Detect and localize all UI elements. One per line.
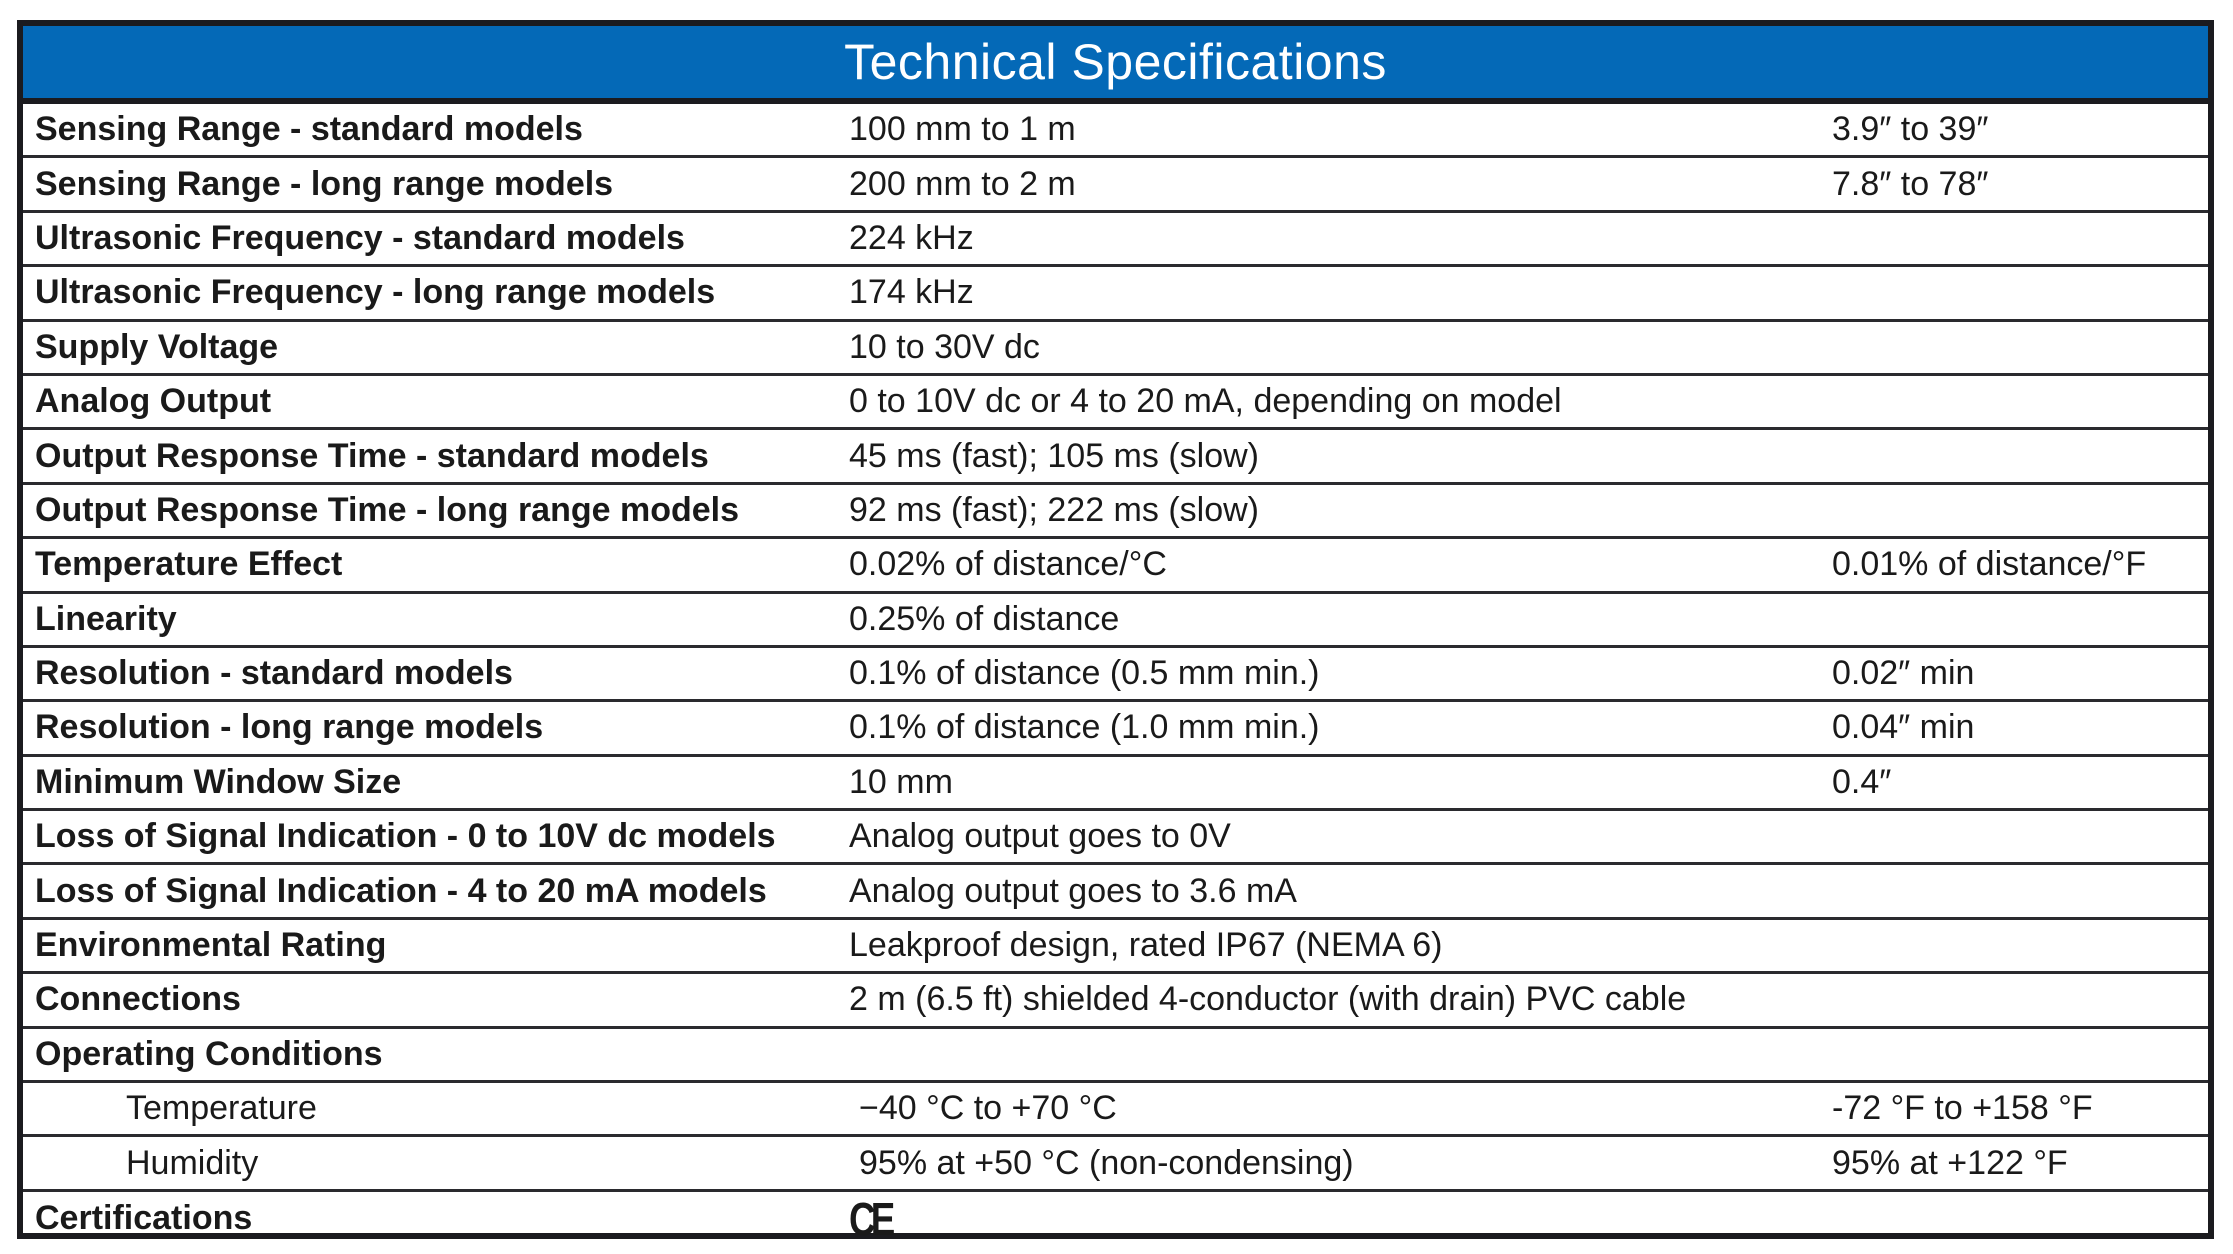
- spec-value-metric: 100 mm to 1 m: [849, 104, 1832, 159]
- spec-value-imperial: 0.04″ min: [1832, 700, 2208, 757]
- spec-label: Operating Conditions: [23, 1027, 849, 1084]
- spec-value-metric: 2 m (6.5 ft) shielded 4-conductor (with …: [849, 972, 1832, 1029]
- ce-mark: CE: [849, 1190, 1832, 1246]
- spec-value-metric: 10 to 30V dc: [849, 320, 1832, 376]
- spec-value-metric: 0 to 10V dc or 4 to 20 mA, depending on …: [849, 374, 1832, 431]
- spec-label: Sensing Range - standard models: [23, 104, 849, 159]
- spec-label: Temperature Effect: [23, 537, 849, 594]
- table-row: Sensing Range - standard models 100 mm to…: [23, 104, 2208, 159]
- table-row: Ultrasonic Frequency - long range models…: [23, 265, 2208, 322]
- spec-value-imperial: 0.4″: [1832, 755, 2208, 812]
- spec-label: Environmental Rating: [23, 918, 849, 975]
- table-row: Temperature −40 °C to +70 °C -72 °F to +15…: [23, 1081, 2208, 1138]
- spec-label: Linearity: [23, 592, 849, 648]
- table-row: Analog Output 0 to 10V dc or 4 to 20 mA, …: [23, 374, 2208, 431]
- spec-label: Sensing Range - long range models: [23, 156, 849, 213]
- table-row: Output Response Time - standard models 45…: [23, 428, 2208, 485]
- spec-label: Output Response Time - long range models: [23, 483, 849, 540]
- table-row: Loss of Signal Indication - 0 to 10V dc …: [23, 809, 2208, 866]
- table-row: Environmental Rating Leakproof design, ra…: [23, 918, 2208, 975]
- spec-value-metric: 0.25% of distance: [849, 592, 1832, 648]
- spec-value-metric: 0.1% of distance (0.5 mm min.): [849, 646, 1832, 703]
- table-row: Output Response Time - long range models…: [23, 483, 2208, 540]
- spec-value-metric: 0.1% of distance (1.0 mm min.): [849, 700, 1832, 757]
- spec-value-imperial: [1832, 1027, 2208, 1084]
- spec-label: Output Response Time - standard models: [23, 428, 849, 485]
- spec-value-metric: Analog output goes to 3.6 mA: [849, 863, 1832, 920]
- table-row: Linearity 0.25% of distance: [23, 592, 2208, 648]
- spec-value-imperial: 7.8″ to 78″: [1832, 156, 2208, 213]
- spec-table: Sensing Range - standard models 100 mm to…: [23, 104, 2208, 1246]
- spec-label: Ultrasonic Frequency - long range models: [23, 265, 849, 322]
- table-row: Temperature Effect 0.02% of distance/°C 0.…: [23, 537, 2208, 594]
- spec-label: Temperature: [23, 1081, 849, 1138]
- spec-label: Certifications: [35, 1199, 253, 1238]
- spec-value-metric: 45 ms (fast); 105 ms (slow): [849, 428, 1832, 485]
- spec-label: Supply Voltage: [23, 320, 849, 376]
- spec-value-imperial: [1832, 320, 2208, 376]
- table-row: Minimum Window Size 10 mm 0.4″: [23, 755, 2208, 812]
- table-row: Sensing Range - long range models 200 mm …: [23, 156, 2208, 213]
- spec-label: Connections: [23, 972, 849, 1029]
- ce-mark-icon: CE: [849, 1192, 895, 1245]
- spec-value-metric: 92 ms (fast); 222 ms (slow): [849, 483, 1832, 540]
- spec-label: Minimum Window Size: [23, 755, 849, 812]
- spec-value-imperial: [1832, 1190, 2208, 1246]
- table-row: Humidity 95% at +50 °C (non-condensing) 95…: [23, 1135, 2208, 1192]
- spec-value-imperial: [1832, 265, 2208, 322]
- table-row: Resolution - standard models 0.1% of dist…: [23, 646, 2208, 703]
- spec-value-imperial: [1832, 374, 2208, 431]
- spec-value-metric: −40 °C to +70 °C: [849, 1081, 1832, 1138]
- spec-value-imperial: 95% at +122 °F: [1832, 1135, 2208, 1192]
- spec-value-imperial: [1832, 428, 2208, 485]
- spec-label: Resolution - standard models: [23, 646, 849, 703]
- spec-label: Loss of Signal Indication - 4 to 20 mA m…: [23, 863, 849, 920]
- spec-value-imperial: [1832, 483, 2208, 540]
- spec-value-metric: 224 kHz: [849, 211, 1832, 268]
- spec-value-imperial: 0.01% of distance/°F: [1832, 537, 2208, 594]
- spec-table-frame: Technical Specifications Sensing Range -…: [17, 20, 2214, 1245]
- spec-value-metric: 95% at +50 °C (non-condensing): [849, 1135, 1832, 1192]
- spec-value-metric: 174 kHz: [849, 265, 1832, 322]
- spec-value-imperial: [1832, 809, 2208, 866]
- spec-value-metric: Analog output goes to 0V: [849, 809, 1832, 866]
- spec-label: Ultrasonic Frequency - standard models: [23, 211, 849, 268]
- spec-label: Loss of Signal Indication - 0 to 10V dc …: [23, 809, 849, 866]
- spec-value-imperial: [1832, 918, 2208, 975]
- table-row: Ultrasonic Frequency - standard models 22…: [23, 211, 2208, 268]
- spec-label: Resolution - long range models: [23, 700, 849, 757]
- spec-value-metric: Leakproof design, rated IP67 (NEMA 6): [849, 918, 1832, 975]
- table-row: Loss of Signal Indication - 4 to 20 mA m…: [23, 863, 2208, 920]
- table-row: Supply Voltage 10 to 30V dc: [23, 320, 2208, 376]
- spec-value-imperial: -72 °F to +158 °F: [1832, 1081, 2208, 1138]
- spec-value-metric: [849, 1027, 1832, 1084]
- spec-value-metric: 10 mm: [849, 755, 1832, 812]
- spec-value-metric: 0.02% of distance/°C: [849, 537, 1832, 594]
- table-row: Resolution - long range models 0.1% of di…: [23, 700, 2208, 757]
- spec-value-imperial: 3.9″ to 39″: [1832, 104, 2208, 159]
- spec-value-imperial: [1832, 972, 2208, 1029]
- spec-value-metric: 200 mm to 2 m: [849, 156, 1832, 213]
- table-title: Technical Specifications: [23, 26, 2208, 104]
- spec-value-imperial: [1832, 211, 2208, 268]
- spec-value-imperial: [1832, 592, 2208, 648]
- table-row: Certifications CE: [23, 1190, 2208, 1246]
- spec-label: Analog Output: [23, 374, 849, 431]
- spec-value-imperial: 0.02″ min: [1832, 646, 2208, 703]
- spec-value-imperial: [1832, 863, 2208, 920]
- table-row: Operating Conditions: [23, 1027, 2208, 1084]
- table-row: Connections 2 m (6.5 ft) shielded 4-condu…: [23, 972, 2208, 1029]
- spec-label: Humidity: [23, 1135, 849, 1192]
